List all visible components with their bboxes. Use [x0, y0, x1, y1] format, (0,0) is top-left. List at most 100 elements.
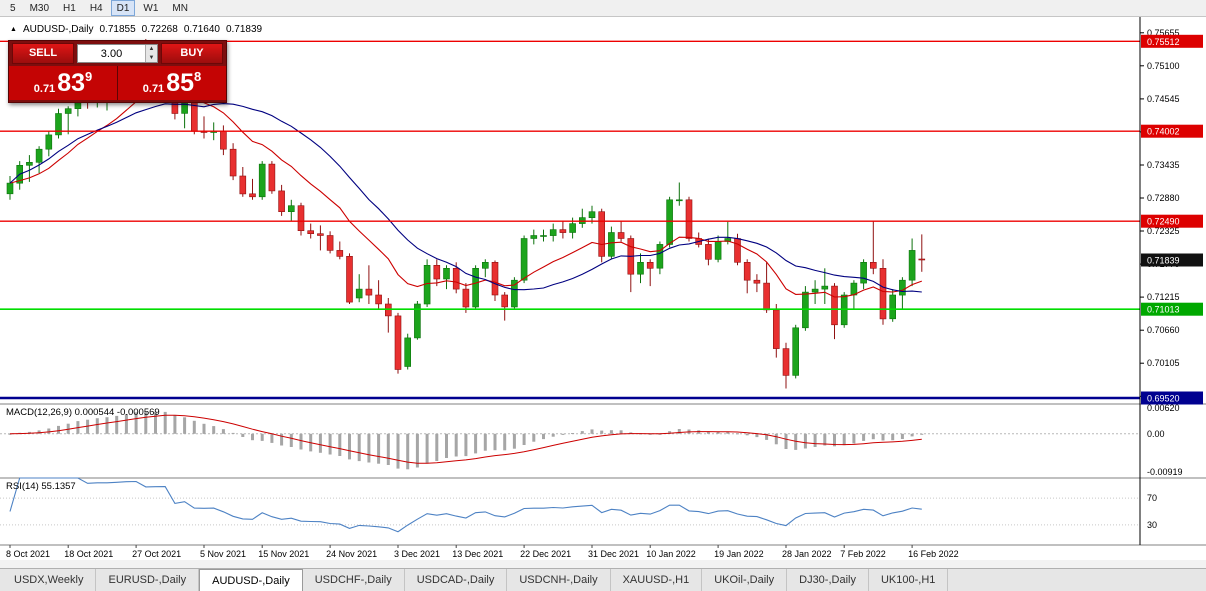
chart-expand-icon[interactable]: ▲ [10, 26, 17, 33]
svg-text:16 Feb 2022: 16 Feb 2022 [908, 549, 959, 559]
svg-text:0.75655: 0.75655 [1147, 28, 1180, 38]
macd-histogram [8, 411, 924, 470]
price-badge-0.72490 [1141, 214, 1203, 228]
svg-text:3 Dec 2021: 3 Dec 2021 [394, 549, 440, 559]
period-button-5[interactable]: 5 [10, 2, 16, 14]
lot-increase-button[interactable]: ▲ [148, 46, 155, 52]
buy-price-big-digits: 85 [166, 69, 194, 97]
svg-text:22 Dec 2021: 22 Dec 2021 [520, 549, 571, 559]
svg-text:27 Oct 2021: 27 Oct 2021 [132, 549, 181, 559]
svg-text:0.72325: 0.72325 [1147, 226, 1180, 236]
period-button-h1[interactable]: H1 [63, 2, 76, 14]
svg-text:30: 30 [1147, 520, 1157, 530]
period-button-w1[interactable]: W1 [143, 2, 159, 14]
period-button-mn[interactable]: MN [172, 2, 188, 14]
sell-price-big-digits: 83 [57, 69, 85, 97]
lot-decrease-button[interactable]: ▼ [148, 54, 155, 61]
svg-text:7 Feb 2022: 7 Feb 2022 [840, 549, 886, 559]
tab-audusd-daily[interactable]: AUDUSD-,Daily [199, 569, 303, 591]
rsi-value: 55.1357 [41, 481, 76, 492]
tab-uk100-h1[interactable]: UK100-,H1 [869, 569, 949, 591]
chart-low-value: 0.71640 [183, 24, 220, 35]
svg-text:0.72880: 0.72880 [1147, 193, 1180, 203]
svg-text:15 Nov 2021: 15 Nov 2021 [258, 549, 309, 559]
tab-usdcnh-daily[interactable]: USDCNH-,Daily [507, 569, 611, 591]
horizontal-lines-layer[interactable] [0, 40, 1140, 400]
sell-price-pip-digit: 9 [85, 69, 93, 84]
trade-panel-controls-row: SELL ▲ ▼ BUY [9, 41, 226, 66]
chart-tabs-bar: USDX,Weekly EURUSD-,Daily AUDUSD-,Daily USD… [0, 568, 1206, 591]
chart-open-value: 0.71855 [99, 24, 136, 35]
lot-size-control: ▲ ▼ [77, 44, 158, 63]
chart-high-value: 0.72268 [141, 24, 178, 35]
svg-text:0.74545: 0.74545 [1147, 94, 1180, 104]
period-button-m30[interactable]: M30 [29, 2, 50, 14]
svg-text:0.70105: 0.70105 [1147, 358, 1180, 368]
svg-text:13 Dec 2021: 13 Dec 2021 [452, 549, 503, 559]
chart-title: ▲ AUDUSD-,Daily 0.71855 0.72268 0.71640 … [10, 24, 262, 35]
tab-xauusd-h1[interactable]: XAUUSD-,H1 [611, 569, 703, 591]
ma-21-line [9, 103, 922, 293]
svg-text:-0.00919: -0.00919 [1147, 467, 1183, 477]
tab-eurusd-daily[interactable]: EURUSD-,Daily [96, 569, 200, 591]
svg-text:0.74002: 0.74002 [1147, 127, 1180, 137]
rsi-line [9, 477, 922, 533]
rsi-name: RSI(14) [6, 481, 39, 492]
bottom-strip [0, 560, 1206, 568]
svg-text:0.72490: 0.72490 [1147, 217, 1180, 227]
svg-text:28 Jan 2022: 28 Jan 2022 [782, 549, 832, 559]
lot-size-input[interactable] [78, 45, 145, 62]
period-button-d1[interactable]: D1 [110, 0, 136, 16]
svg-text:0.75100: 0.75100 [1147, 61, 1180, 71]
chart-symbol-label: AUDUSD-,Daily [22, 24, 94, 35]
sell-button[interactable]: SELL [12, 43, 74, 64]
period-button-h4[interactable]: H4 [89, 2, 103, 14]
svg-text:70: 70 [1147, 493, 1157, 503]
buy-price-prefix: 0.71 [142, 83, 165, 95]
price-badge-0.75512 [1141, 34, 1203, 48]
svg-text:18 Oct 2021: 18 Oct 2021 [64, 549, 113, 559]
sell-price-prefix: 0.71 [33, 83, 56, 95]
svg-text:0.00: 0.00 [1147, 429, 1165, 439]
tab-ukoil-daily[interactable]: UKOil-,Daily [702, 569, 788, 591]
price-badge-0.71013 [1141, 302, 1203, 316]
svg-text:0.75512: 0.75512 [1147, 37, 1180, 47]
macd-values: 0.000544 -0.000569 [74, 407, 160, 418]
one-click-trading-panel: SELL ▲ ▼ BUY 0.71 83 9 0.71 [8, 40, 227, 103]
tab-usdcad-daily[interactable]: USDCAD-,Daily [405, 569, 508, 591]
svg-text:8 Oct 2021: 8 Oct 2021 [6, 549, 50, 559]
macd-signal-line [9, 414, 922, 464]
svg-text:0.71215: 0.71215 [1147, 292, 1180, 302]
lot-spinner: ▲ ▼ [144, 45, 157, 62]
chart-close-value: 0.71839 [225, 24, 263, 35]
svg-text:0.73435: 0.73435 [1147, 160, 1180, 170]
tab-usdchf-daily[interactable]: USDCHF-,Daily [303, 569, 405, 591]
buy-price-pip-digit: 8 [194, 69, 202, 84]
buy-button[interactable]: BUY [161, 43, 223, 64]
price-badge-0.69520 [1141, 391, 1203, 405]
buy-price[interactable]: 0.71 85 8 [118, 66, 226, 100]
svg-text:19 Jan 2022: 19 Jan 2022 [714, 549, 764, 559]
chart-area[interactable]: 0.00620 0.00 -0.00919 70 30 0.75655 0.75100 0.7… [0, 17, 1206, 560]
tab-usdx-weekly[interactable]: USDX,Weekly [2, 569, 97, 591]
macd-name: MACD(12,26,9) [6, 407, 72, 418]
svg-text:31 Dec 2021: 31 Dec 2021 [588, 549, 639, 559]
svg-text:5 Nov 2021: 5 Nov 2021 [200, 549, 246, 559]
svg-text:0.71839: 0.71839 [1147, 255, 1180, 265]
svg-text:0.69520: 0.69520 [1147, 394, 1180, 404]
date-axis: 8 Oct 2021 18 Oct 2021 27 Oct 2021 5 Nov 20… [6, 545, 959, 559]
trade-panel-prices-row: 0.71 83 9 0.71 85 8 [9, 66, 226, 100]
svg-text:10 Jan 2022: 10 Jan 2022 [646, 549, 696, 559]
svg-text:24 Nov 2021: 24 Nov 2021 [326, 549, 377, 559]
timeframe-toolbar: 5 M30 H1 H4 D1 W1 MN [0, 0, 1206, 17]
price-badge-0.74002 [1141, 124, 1203, 138]
tab-dj30-daily[interactable]: DJ30-,Daily [787, 569, 869, 591]
rsi-indicator-label: RSI(14) 55.1357 [6, 481, 76, 492]
price-axis: 0.756550.751000.745450.739900.734350.728… [1140, 28, 1203, 405]
sell-price[interactable]: 0.71 83 9 [9, 66, 118, 100]
macd-indicator-label: MACD(12,26,9) 0.000544 -0.000569 [6, 407, 160, 418]
svg-text:0.70660: 0.70660 [1147, 325, 1180, 335]
svg-text:0.71013: 0.71013 [1147, 305, 1180, 315]
price-badge-0.71839 [1141, 253, 1203, 267]
